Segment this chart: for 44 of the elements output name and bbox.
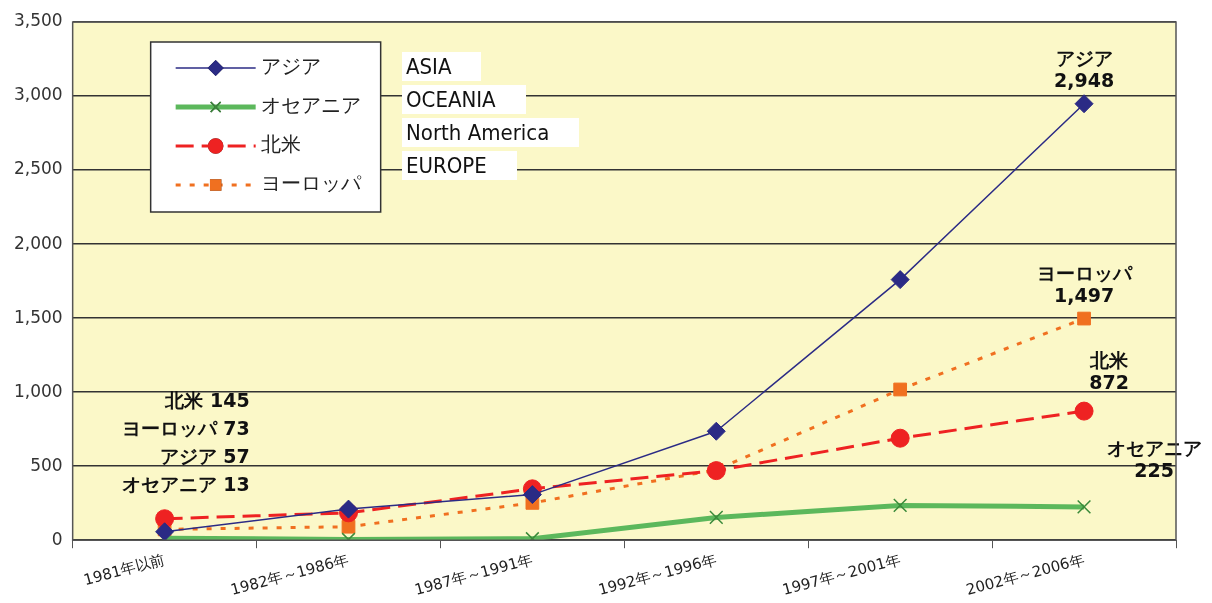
legend-label: アジア bbox=[260, 54, 321, 79]
legend-label: ヨーロッパ bbox=[260, 171, 362, 196]
point bbox=[890, 428, 910, 448]
point bbox=[1074, 401, 1094, 421]
point bbox=[339, 499, 358, 519]
x-tick-label: 2002年～2006年 bbox=[964, 550, 1087, 599]
y-tick-label: 2,000 bbox=[14, 232, 63, 253]
point bbox=[706, 421, 726, 441]
point bbox=[893, 498, 908, 513]
x-tick-label: 1981年以前 bbox=[81, 550, 167, 590]
point bbox=[1076, 499, 1092, 515]
annotation: オセアニア 13 bbox=[121, 473, 250, 496]
annotation: OCEANIA bbox=[402, 85, 526, 114]
y-tick-label: 500 bbox=[30, 454, 63, 475]
annotation: ヨーロッパ 1,497 bbox=[1036, 262, 1133, 306]
y-tick-label: 3,000 bbox=[14, 84, 63, 105]
point bbox=[890, 270, 910, 290]
annotation: オセアニア 225 bbox=[1106, 437, 1202, 482]
point bbox=[709, 510, 724, 525]
y-tick-label: 1,000 bbox=[14, 380, 63, 401]
annotation: EUROPE bbox=[402, 151, 517, 180]
x-tick-label: 1997年～2001年 bbox=[780, 550, 903, 599]
annotation: アジア 57 bbox=[159, 445, 250, 468]
point bbox=[155, 522, 175, 541]
annotation: 北米 145 bbox=[164, 389, 250, 412]
x-tick-label: 1987年～1991年 bbox=[412, 550, 535, 599]
point bbox=[522, 485, 542, 505]
x-tick-label: 1992年～1996年 bbox=[596, 550, 719, 599]
point bbox=[1074, 94, 1094, 114]
y-tick-label: 2,500 bbox=[14, 158, 63, 179]
x-tick-label: 1982年～1986年 bbox=[228, 550, 351, 599]
point bbox=[1077, 311, 1091, 326]
y-tick-label: 3,500 bbox=[14, 10, 63, 31]
y-tick-label: 0 bbox=[51, 528, 63, 549]
annotation: North America bbox=[402, 118, 580, 147]
annotation: 北米 872 bbox=[1089, 348, 1130, 393]
annotation: ASIA bbox=[402, 52, 482, 81]
y-tick-label: 1,500 bbox=[14, 306, 63, 327]
legend-label: オセアニア bbox=[260, 93, 361, 118]
point bbox=[893, 382, 908, 397]
annotation: ヨーロッパ 73 bbox=[121, 417, 250, 440]
legend-label: 北米 bbox=[260, 132, 301, 157]
point bbox=[706, 461, 726, 481]
annotation: アジア 2,948 bbox=[1054, 47, 1115, 92]
